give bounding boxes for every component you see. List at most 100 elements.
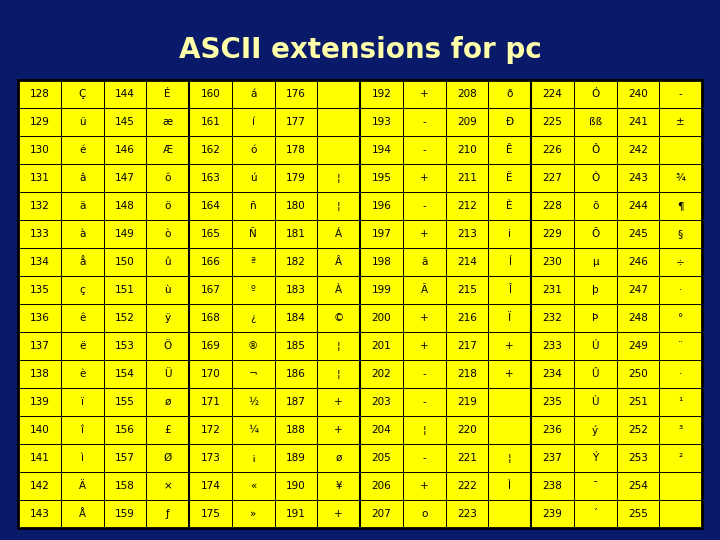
Text: ®: ® [248, 341, 258, 351]
Text: 130: 130 [30, 145, 49, 155]
Bar [60, 500, 104, 528]
Text: ½: ½ [248, 397, 258, 407]
Text: 153: 153 [115, 341, 135, 351]
Bar [616, 332, 660, 360]
Text: 243: 243 [628, 173, 648, 183]
Bar [446, 388, 488, 416]
Text: ä: ä [79, 201, 85, 211]
Bar [488, 276, 531, 304]
Text: «: « [250, 481, 256, 491]
Bar [189, 388, 232, 416]
Bar [360, 444, 402, 472]
Text: ì: ì [81, 453, 84, 463]
Text: ¦: ¦ [337, 341, 341, 351]
Bar [531, 276, 574, 304]
Text: 135: 135 [30, 285, 49, 295]
Bar [146, 136, 189, 164]
Bar [60, 416, 104, 444]
Text: î: î [81, 425, 84, 435]
Text: Ò: Ò [591, 173, 599, 183]
Bar [60, 192, 104, 220]
Bar [18, 136, 60, 164]
Bar [18, 164, 60, 192]
Text: 149: 149 [115, 229, 135, 239]
Text: +: + [420, 173, 428, 183]
Text: 245: 245 [628, 229, 648, 239]
Bar [104, 332, 146, 360]
Text: 139: 139 [30, 397, 49, 407]
Text: ¦: ¦ [423, 425, 426, 435]
Bar [531, 472, 574, 500]
Text: ó: ó [250, 145, 256, 155]
Bar [18, 304, 60, 332]
Text: 133: 133 [30, 229, 49, 239]
Text: Ï: Ï [508, 313, 511, 323]
Text: 146: 146 [115, 145, 135, 155]
Text: £: £ [164, 425, 171, 435]
Bar [402, 108, 446, 136]
Text: ô: ô [164, 173, 171, 183]
Bar [318, 276, 360, 304]
Bar [402, 136, 446, 164]
Bar [60, 220, 104, 248]
Text: Ê: Ê [506, 145, 513, 155]
Text: ç: ç [79, 285, 85, 295]
Text: 197: 197 [372, 229, 391, 239]
Bar [446, 416, 488, 444]
Text: 222: 222 [457, 481, 477, 491]
Text: 207: 207 [372, 509, 391, 519]
Bar [146, 220, 189, 248]
Bar [232, 248, 274, 276]
Text: ø: ø [336, 453, 342, 463]
Bar [616, 108, 660, 136]
Bar [660, 500, 702, 528]
Text: 128: 128 [30, 89, 49, 99]
Text: 193: 193 [372, 117, 391, 127]
Bar [60, 304, 104, 332]
Text: Ì: Ì [508, 481, 511, 491]
Text: -: - [679, 89, 683, 99]
Text: 202: 202 [372, 369, 391, 379]
Text: -: - [422, 201, 426, 211]
Bar [318, 360, 360, 388]
Bar [18, 220, 60, 248]
Text: 229: 229 [542, 229, 562, 239]
Bar [18, 360, 60, 388]
Text: Ç: Ç [78, 89, 86, 99]
Bar [18, 332, 60, 360]
Bar [488, 192, 531, 220]
Text: 211: 211 [457, 173, 477, 183]
Text: Â: Â [335, 257, 342, 267]
Text: ÷: ÷ [676, 257, 685, 267]
Text: 143: 143 [30, 509, 49, 519]
Bar [531, 220, 574, 248]
Bar [18, 500, 60, 528]
Bar [104, 416, 146, 444]
Text: ±: ± [676, 117, 685, 127]
Bar [574, 500, 616, 528]
Text: 148: 148 [115, 201, 135, 211]
Bar [360, 332, 402, 360]
Text: 253: 253 [628, 453, 648, 463]
Text: 234: 234 [542, 369, 562, 379]
Bar [488, 360, 531, 388]
Text: ù: ù [164, 285, 171, 295]
Text: ¼: ¼ [248, 425, 258, 435]
Bar [488, 388, 531, 416]
Text: -: - [422, 397, 426, 407]
Text: Å: Å [78, 509, 86, 519]
Text: 168: 168 [200, 313, 220, 323]
Text: +: + [505, 369, 514, 379]
Text: 166: 166 [200, 257, 220, 267]
Bar [232, 360, 274, 388]
Bar [616, 360, 660, 388]
Bar [189, 500, 232, 528]
Text: 137: 137 [30, 341, 49, 351]
Text: 209: 209 [457, 117, 477, 127]
Text: §: § [678, 229, 683, 239]
Bar [531, 248, 574, 276]
Bar [318, 164, 360, 192]
Text: é: é [79, 145, 85, 155]
Text: Þ: Þ [592, 313, 598, 323]
Text: ý: ý [592, 424, 598, 435]
